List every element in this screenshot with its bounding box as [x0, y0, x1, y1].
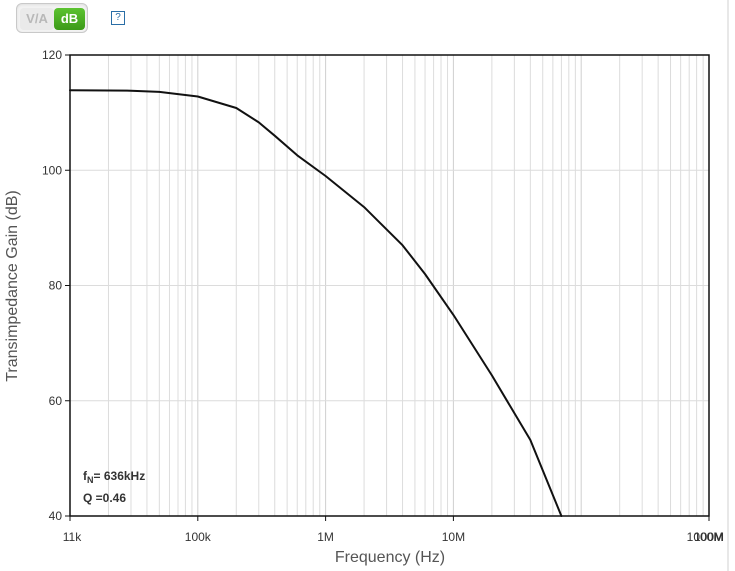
help-icon[interactable]: ?	[111, 11, 125, 25]
db-toggle-button[interactable]: dB	[54, 8, 85, 30]
x-tick-label: 1000M	[687, 530, 724, 544]
fn-value: = 636kHz	[94, 469, 146, 483]
x-tick-label: 100k	[185, 530, 212, 544]
y-tick-label: 80	[49, 279, 63, 293]
y-tick-label: 120	[42, 48, 62, 62]
natural-frequency-annotation: fN= 636kHz	[83, 469, 145, 485]
x-tick-label: 11k	[63, 530, 82, 544]
curve-group	[69, 89, 563, 517]
y-tick-label: 60	[49, 394, 63, 408]
gain-curve	[69, 89, 563, 517]
fn-subscript: N	[87, 475, 94, 485]
x-tick-label: 10M	[442, 530, 465, 544]
q-factor-annotation: Q =0.46	[83, 491, 126, 505]
x-tick-label: 1M	[317, 530, 334, 544]
x-axis-title: Frequency (Hz)	[335, 549, 445, 566]
y-axis-title: Transimpedance Gain (dB)	[4, 190, 21, 382]
y-tick-label: 40	[49, 509, 63, 523]
fn-symbol: f	[83, 469, 88, 483]
panel-border	[727, 0, 729, 571]
y-tick-label: 100	[42, 163, 62, 177]
va-toggle-button[interactable]: V/A	[20, 8, 54, 30]
unit-toggle: V/A dB	[16, 3, 88, 33]
x-tick-label: 100M	[694, 530, 724, 544]
grid	[70, 55, 709, 516]
